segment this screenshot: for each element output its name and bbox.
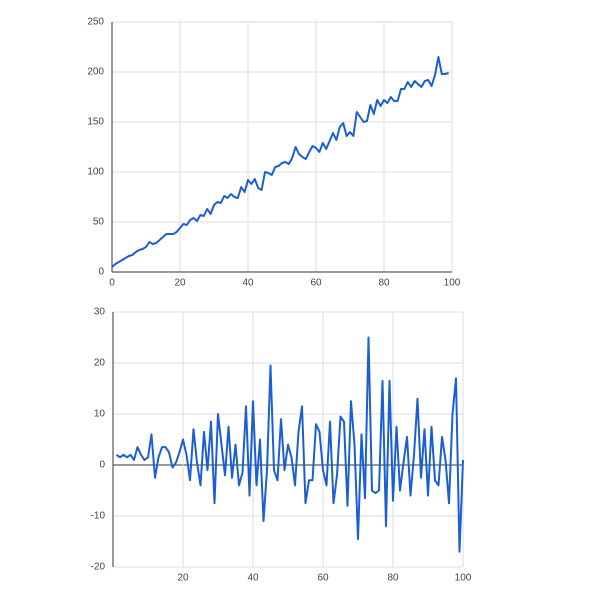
y-tick-label: 0: [99, 460, 105, 471]
y-tick-label: 250: [87, 17, 104, 28]
y-tick-label: 150: [87, 117, 104, 128]
x-tick-label: 40: [242, 278, 254, 289]
x-tick-label: 100: [455, 573, 472, 584]
y-tick-label: 10: [94, 409, 106, 420]
data-line: [111, 56, 449, 268]
y-tick-label: -20: [91, 562, 106, 573]
x-tick-label: 60: [317, 573, 329, 584]
y-tick-label: 50: [93, 217, 105, 228]
x-tick-label: 60: [310, 278, 322, 289]
x-tick-label: 100: [444, 278, 461, 289]
data-line: [115, 336, 464, 553]
x-tick-label: 20: [177, 573, 189, 584]
y-tick-label: 0: [98, 267, 104, 278]
x-tick-label: 80: [387, 573, 399, 584]
y-tick-label: 100: [87, 167, 104, 178]
x-tick-label: 20: [174, 278, 186, 289]
y-tick-label: 20: [94, 358, 106, 369]
x-tick-label: 0: [109, 278, 115, 289]
y-tick-label: -10: [91, 511, 106, 522]
y-tick-label: 200: [87, 67, 104, 78]
y-tick-label: 30: [94, 307, 106, 318]
x-tick-label: 40: [247, 573, 259, 584]
x-tick-label: 80: [378, 278, 390, 289]
